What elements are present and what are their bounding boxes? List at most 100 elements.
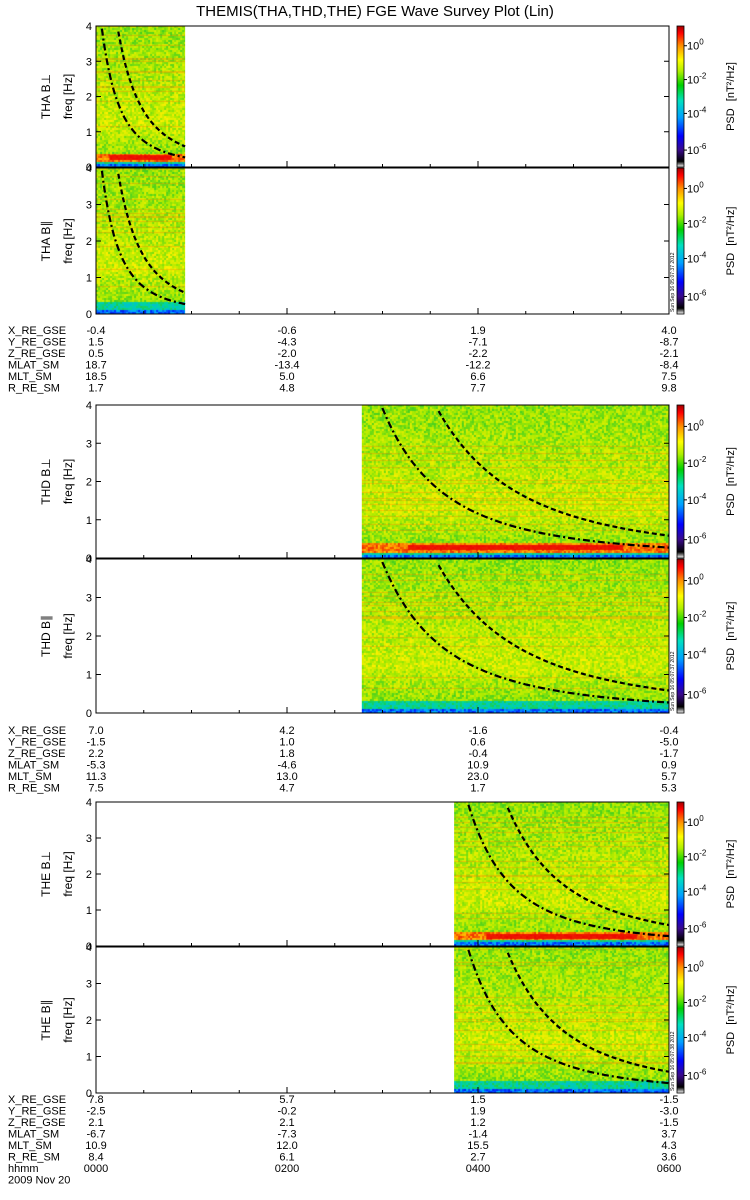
freq-tick-label: 0 bbox=[86, 708, 92, 720]
ephemeris-value: 5.0 bbox=[279, 371, 294, 383]
gyrofreq-curve bbox=[117, 173, 186, 294]
freq-tick-label: 2 bbox=[86, 477, 92, 489]
freq-tick-label: 0 bbox=[86, 1088, 92, 1100]
ephemeris-value: -1.5 bbox=[660, 1117, 679, 1129]
colorbar-tick-exp: -4 bbox=[699, 646, 707, 655]
ephemeris-name: Y_RE_GSE bbox=[8, 1106, 66, 1118]
colorbar-tick-label: 10-6 bbox=[687, 142, 707, 157]
colorbar-label: PSD [nT²/Hz] bbox=[725, 207, 737, 276]
colorbar-tick-label: 10-6 bbox=[687, 1067, 707, 1082]
freq-tick-label: 2 bbox=[86, 92, 92, 104]
colorbar-label-prefix: PSD bbox=[725, 105, 737, 131]
ephemeris-value: 0.9 bbox=[661, 760, 676, 772]
gyrofreq-curve bbox=[467, 804, 670, 938]
ephemeris-value: -5.3 bbox=[87, 760, 106, 772]
ephemeris-value: -13.4 bbox=[274, 360, 299, 372]
gyrofreq-curve bbox=[100, 28, 186, 159]
spectrogram bbox=[361, 559, 669, 713]
ephemeris-value: 10.9 bbox=[467, 760, 488, 772]
colorbar-tick-base: 10 bbox=[687, 997, 699, 1009]
ephemeris-name: MLAT_SM bbox=[8, 1129, 59, 1141]
colorbar-tick-label: 10-4 bbox=[687, 492, 707, 507]
ephemeris-value: 18.7 bbox=[85, 360, 106, 372]
ephemeris-name: R_RE_SM bbox=[8, 1152, 60, 1164]
ephemeris-value: 2.2 bbox=[88, 748, 103, 760]
ephemeris-tha: X_RE_GSE -0.4 -0.6 1.9 4.0 Y_RE_GSE 1.5 -4.3 -7.… bbox=[8, 325, 678, 395]
colorbar-tick-base: 10 bbox=[687, 535, 699, 547]
freq-tick-label: 1 bbox=[86, 670, 92, 682]
ephemeris-value: -7.1 bbox=[469, 337, 488, 349]
ephemeris-value: 13.0 bbox=[276, 771, 297, 783]
colorbar-label-prefix: PSD bbox=[725, 490, 737, 516]
ephemeris-name: Z_RE_GSE bbox=[8, 748, 65, 760]
colorbar-tick-label: 10-6 bbox=[687, 532, 707, 547]
ephemeris-value: -0.6 bbox=[278, 325, 297, 337]
ephemeris-the: X_RE_GSE 7.8 5.7 1.5 -1.5 Y_RE_GSE -2.5 -0.2 1.9… bbox=[8, 1094, 678, 1164]
ephemeris-name: R_RE_SM bbox=[8, 383, 60, 395]
ephemeris-value: 23.0 bbox=[467, 771, 488, 783]
colorbar-tick-exp: -2 bbox=[699, 849, 707, 858]
colorbar-tick-exp: -2 bbox=[699, 994, 707, 1003]
colorbar-tick-exp: 0 bbox=[699, 180, 704, 189]
colorbar-tick-label: 10-2 bbox=[687, 215, 707, 230]
colorbar-tick-exp: 0 bbox=[699, 814, 704, 823]
colorbar-tick-base: 10 bbox=[687, 108, 699, 120]
gyrofreq-curve bbox=[117, 31, 186, 148]
colorbar-tick-base: 10 bbox=[687, 690, 699, 702]
freq-tick-label: 0 bbox=[86, 941, 92, 953]
ephemeris-value: 1.2 bbox=[470, 1117, 485, 1129]
ephemeris-value: -8.4 bbox=[660, 360, 679, 372]
freq-axis-label: freq [Hz] bbox=[61, 74, 75, 119]
colorbar-label-prefix: PSD bbox=[725, 1029, 737, 1055]
ephemeris-value: 2.1 bbox=[279, 1117, 294, 1129]
ephemeris-value: -1.6 bbox=[469, 725, 488, 737]
colorbar-label-prefix: PSD bbox=[725, 645, 737, 671]
spectrogram bbox=[454, 802, 669, 946]
ephemeris-value: 4.7 bbox=[279, 783, 294, 795]
ephemeris-thd: X_RE_GSE 7.0 4.2 -1.6 -0.4 Y_RE_GSE -1.5 1.0 0.6… bbox=[8, 725, 678, 795]
ephemeris-value: 0.6 bbox=[470, 737, 485, 749]
colorbar-tick-label: 10-4 bbox=[687, 646, 707, 661]
ephemeris-name: X_RE_GSE bbox=[8, 725, 66, 737]
ephemeris-value: -5.0 bbox=[660, 737, 679, 749]
colorbar-label-unit: [nT²/Hz] bbox=[725, 62, 737, 101]
freq-axis-label: freq [Hz] bbox=[61, 997, 75, 1042]
colorbar-tick-exp: -6 bbox=[699, 921, 707, 930]
ephemeris-value: -4.6 bbox=[278, 760, 297, 772]
colorbar-scale bbox=[676, 25, 685, 168]
ephemeris-value: 10.9 bbox=[85, 1140, 106, 1152]
ephemeris-value: 1.7 bbox=[88, 383, 103, 395]
colorbar-tick-base: 10 bbox=[687, 886, 699, 898]
freq-tick-label: 4 bbox=[86, 21, 92, 33]
ephemeris-name: MLT_SM bbox=[8, 771, 52, 783]
colorbar-tick-base: 10 bbox=[687, 458, 699, 470]
freq-tick-label: 2 bbox=[86, 631, 92, 643]
colorbar-tick-label: 10-2 bbox=[687, 849, 707, 864]
colorbar-scale bbox=[676, 558, 685, 714]
colorbar-label: PSD [nT²/Hz] bbox=[725, 986, 737, 1055]
freq-tick-label: 0 bbox=[86, 309, 92, 321]
ephemeris-value: 8.4 bbox=[88, 1152, 103, 1164]
colorbar-tick-base: 10 bbox=[687, 183, 699, 195]
ephemeris-value: -1.4 bbox=[469, 1129, 488, 1141]
ephemeris-value: 4.3 bbox=[661, 1140, 676, 1152]
colorbar-tick-label: 10-4 bbox=[687, 251, 707, 266]
ephemeris-value: 1.5 bbox=[88, 337, 103, 349]
freq-tick-label: 4 bbox=[86, 554, 92, 566]
colorbar-tick-label: 100 bbox=[687, 959, 704, 974]
colorbar-tick-exp: -6 bbox=[699, 142, 707, 151]
colorbar-tick-base: 10 bbox=[687, 421, 699, 433]
ephemeris-value: 0.5 bbox=[88, 348, 103, 360]
panel-thd-perp: 0 1 2 3 4 THD B⊥ freq [Hz] bbox=[39, 400, 670, 565]
freq-tick-label: 3 bbox=[86, 56, 92, 68]
freq-tick-label: 3 bbox=[86, 200, 92, 212]
spectrogram bbox=[454, 947, 669, 1093]
colorbar-tick-label: 10-2 bbox=[687, 455, 707, 470]
spectrogram bbox=[361, 405, 669, 558]
colorbar-tick-base: 10 bbox=[687, 291, 699, 303]
colorbar-label-unit: [nT²/Hz] bbox=[725, 602, 737, 641]
colorbar-tick-label: 100 bbox=[687, 573, 704, 588]
colorbar-tick-base: 10 bbox=[687, 1033, 699, 1045]
ephemeris-value: 7.0 bbox=[88, 725, 103, 737]
ephemeris-value: 7.7 bbox=[470, 383, 485, 395]
